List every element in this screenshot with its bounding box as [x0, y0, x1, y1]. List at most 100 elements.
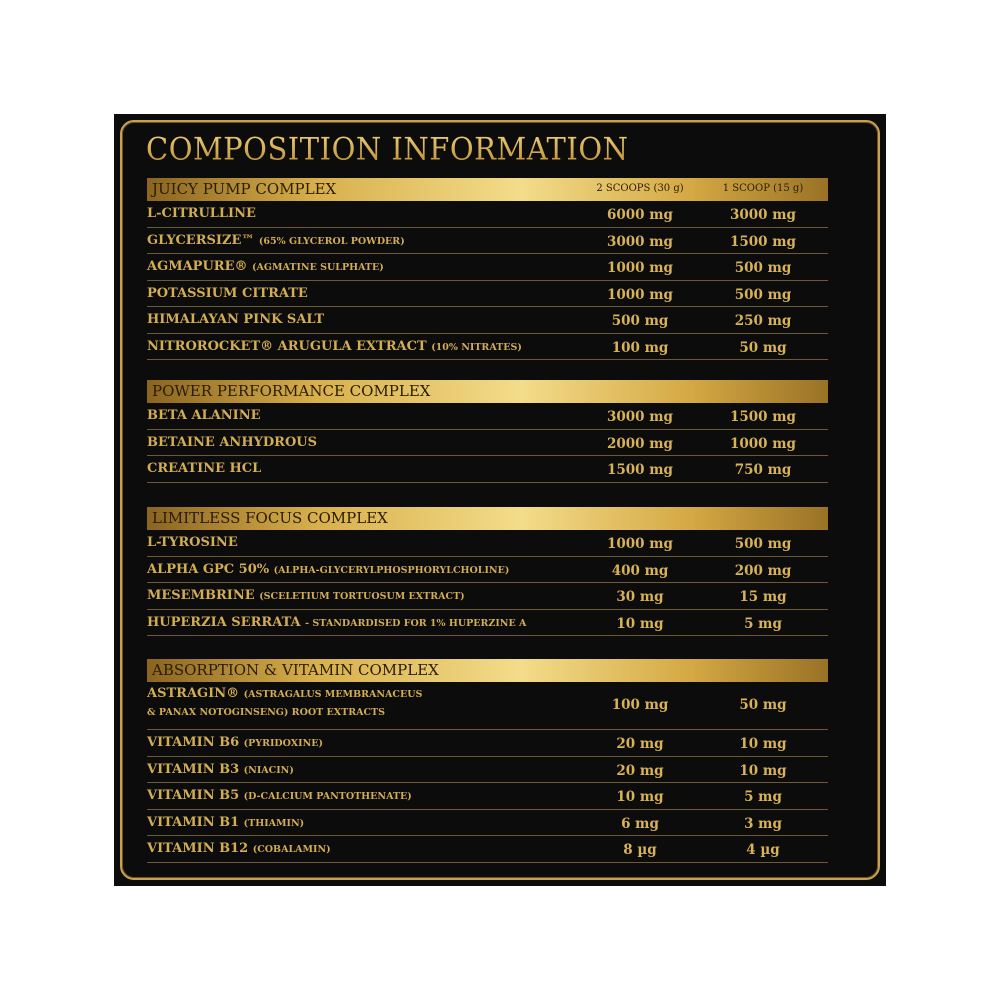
ingredient-note: (65% GLYCEROL POWDER) [258, 235, 405, 247]
section-header: JUICY PUMP COMPLEX 2 SCOOPS (30 g) 1 SCOO… [147, 178, 828, 201]
ingredient-name: VITAMIN B5 (D-CALCIUM PANTOTHENATE) [147, 788, 412, 803]
ingredient-name: VITAMIN B3 (NIACIN) [147, 761, 294, 777]
composition-panel: COMPOSITION INFORMATION JUICY PUMP COMPL… [114, 114, 886, 886]
ingredient-note: (AGMATINE SULPHATE) [252, 262, 384, 273]
section-limitless-focus-complex: LIMITLESS FOCUS COMPLEX L-TYROSINE 1000 … [147, 507, 828, 636]
table-row: L-TYROSINE 1000 mg 500 mg [147, 530, 828, 557]
amount-2-scoops: 20 mg [616, 736, 664, 752]
amount-1-scoop: 750 mg [734, 462, 792, 478]
section-title: POWER PERFORMANCE COMPLEX [152, 382, 431, 400]
ingredient-note: (NIACIN) [243, 764, 294, 776]
amount-1-scoop: 3000 mg [730, 207, 796, 223]
section-title: LIMITLESS FOCUS COMPLEX [152, 509, 388, 527]
amount-2-scoops: 1000 mg [607, 260, 673, 276]
section-absorption-vitamin-complex: ABSORPTION & VITAMIN COMPLEX ASTRAGIN® (… [147, 659, 828, 863]
amount-1-scoop: 10 mg [739, 762, 787, 779]
ingredient-name: CREATINE HCL [147, 461, 262, 476]
ingredient-name: HIMALAYAN PINK SALT [147, 312, 325, 327]
amount-2-scoops: 8 µg [623, 842, 657, 858]
section-juicy-pump-complex: JUICY PUMP COMPLEX 2 SCOOPS (30 g) 1 SCOO… [147, 178, 828, 360]
ingredient-note: (ASTRAGALUS MEMBRANACEUS [243, 689, 423, 700]
amount-1-scoop: 1500 mg [730, 233, 796, 250]
table-row: AGMAPURE® (AGMATINE SULPHATE) 1000 mg 50… [147, 254, 828, 281]
amount-1-scoop: 500 mg [734, 286, 792, 303]
table-row: NITROROCKET® ARUGULA EXTRACT (10% NITRAT… [147, 334, 828, 360]
table-row: HIMALAYAN PINK SALT 500 mg 250 mg [147, 307, 828, 334]
amount-2-scoops: 3000 mg [607, 233, 673, 250]
ingredient-name: ALPHA GPC 50% (ALPHA-GLYCERYLPHOSPHORYLC… [147, 561, 510, 577]
ingredient-note: - STANDARDISED FOR 1% HUPERZINE A [305, 617, 527, 629]
ingredient-name: BETAINE ANHYDROUS [147, 434, 318, 450]
table-row: VITAMIN B1 (THIAMIN) 6 mg 3 mg [147, 810, 828, 836]
table-row: L-CITRULLINE 6000 mg 3000 mg [147, 201, 828, 228]
table-row: POTASSIUM CITRATE 1000 mg 500 mg [147, 281, 828, 307]
table-row: CREATINE HCL 1500 mg 750 mg [147, 456, 828, 483]
amount-2-scoops: 20 mg [616, 762, 664, 779]
table-row: MESEMBRINE (SCELETIUM TORTUOSUM EXTRACT)… [147, 583, 828, 610]
ingredient-name: POTASSIUM CITRATE [147, 285, 308, 301]
section-header: ABSORPTION & VITAMIN COMPLEX [147, 659, 828, 682]
amount-2-scoops: 6 mg [621, 815, 659, 832]
ingredient-note: (10% NITRATES) [431, 341, 522, 353]
table-row: ASTRAGIN® (ASTRAGALUS MEMBRANACEUS & PANA… [147, 682, 828, 730]
page-title: COMPOSITION INFORMATION [146, 131, 629, 167]
ingredient-note: (COBALAMIN) [252, 844, 331, 855]
amount-1-scoop: 5 mg [744, 615, 782, 632]
ingredient-note: (THIAMIN) [243, 817, 305, 829]
ingredient-name: VITAMIN B1 (THIAMIN) [147, 814, 305, 830]
amount-1-scoop: 5 mg [744, 789, 782, 805]
amount-2-scoops: 6000 mg [607, 207, 673, 223]
section-title: ABSORPTION & VITAMIN COMPLEX [152, 661, 439, 679]
amount-1-scoop: 500 mg [734, 260, 792, 276]
section-header: LIMITLESS FOCUS COMPLEX [147, 507, 828, 530]
table-row: VITAMIN B6 (PYRIDOXINE) 20 mg 10 mg [147, 730, 828, 757]
amount-2-scoops: 400 mg [611, 562, 669, 579]
amount-2-scoops: 500 mg [611, 313, 669, 329]
table-row: HUPERZIA SERRATA - STANDARDISED FOR 1% H… [147, 610, 828, 636]
amount-2-scoops: 100 mg [611, 339, 669, 356]
table-row: BETA ALANINE 3000 mg 1500 mg [147, 403, 828, 430]
amount-1-scoop: 1500 mg [730, 409, 796, 425]
ingredient-note: (SCELETIUM TORTUOSUM EXTRACT) [259, 591, 465, 602]
section-header: POWER PERFORMANCE COMPLEX [147, 380, 828, 403]
amount-1-scoop: 10 mg [739, 736, 787, 752]
column-header-2-scoops: 2 SCOOPS (30 g) [596, 183, 684, 194]
amount-2-scoops: 1500 mg [607, 462, 673, 478]
table-row: GLYCERSIZE™ (65% GLYCEROL POWDER) 3000 m… [147, 228, 828, 254]
amount-1-scoop: 50 mg [739, 339, 787, 356]
table-row: VITAMIN B5 (D-CALCIUM PANTOTHENATE) 10 m… [147, 783, 828, 810]
amount-2-scoops: 10 mg [616, 789, 664, 805]
gold-frame [120, 120, 880, 880]
amount-1-scoop: 250 mg [734, 313, 792, 329]
ingredient-name: AGMAPURE® (AGMATINE SULPHATE) [147, 259, 384, 274]
table-row: BETAINE ANHYDROUS 2000 mg 1000 mg [147, 430, 828, 456]
ingredient-note: (PYRIDOXINE) [243, 738, 324, 749]
amount-2-scoops: 30 mg [616, 589, 664, 605]
ingredient-note: (ALPHA-GLYCERYLPHOSPHORYLCHOLINE) [273, 564, 510, 576]
table-row: ALPHA GPC 50% (ALPHA-GLYCERYLPHOSPHORYLC… [147, 557, 828, 583]
ingredient-name: BETA ALANINE [147, 408, 261, 423]
ingredient-name: GLYCERSIZE™ (65% GLYCEROL POWDER) [147, 232, 405, 248]
table-row: VITAMIN B3 (NIACIN) 20 mg 10 mg [147, 757, 828, 783]
amount-2-scoops: 3000 mg [607, 409, 673, 425]
ingredient-name: L-CITRULLINE [147, 206, 256, 221]
amount-2-scoops: 10 mg [616, 615, 664, 632]
ingredient-name: ASTRAGIN® (ASTRAGALUS MEMBRANACEUS & PANA… [147, 686, 423, 718]
table-row: VITAMIN B12 (COBALAMIN) 8 µg 4 µg [147, 836, 828, 863]
ingredient-name: VITAMIN B6 (PYRIDOXINE) [147, 735, 324, 750]
amount-1-scoop: 15 mg [739, 589, 787, 605]
amount-2-scoops: 1000 mg [607, 286, 673, 303]
amount-1-scoop: 50 mg [739, 697, 787, 713]
ingredient-note-2: & PANAX NOTOGINSENG) ROOT EXTRACTS [147, 707, 385, 718]
amount-1-scoop: 500 mg [734, 536, 792, 552]
ingredient-name: L-TYROSINE [147, 535, 238, 550]
amount-2-scoops: 2000 mg [607, 435, 673, 452]
ingredient-note: (D-CALCIUM PANTOTHENATE) [243, 791, 412, 802]
amount-1-scoop: 1000 mg [730, 435, 796, 452]
column-header-1-scoop: 1 SCOOP (15 g) [722, 183, 804, 194]
ingredient-name: NITROROCKET® ARUGULA EXTRACT (10% NITRAT… [147, 338, 522, 354]
amount-1-scoop: 3 mg [744, 815, 782, 832]
amount-2-scoops: 100 mg [611, 697, 669, 713]
ingredient-name: HUPERZIA SERRATA - STANDARDISED FOR 1% H… [147, 614, 527, 630]
amount-2-scoops: 1000 mg [607, 536, 673, 552]
